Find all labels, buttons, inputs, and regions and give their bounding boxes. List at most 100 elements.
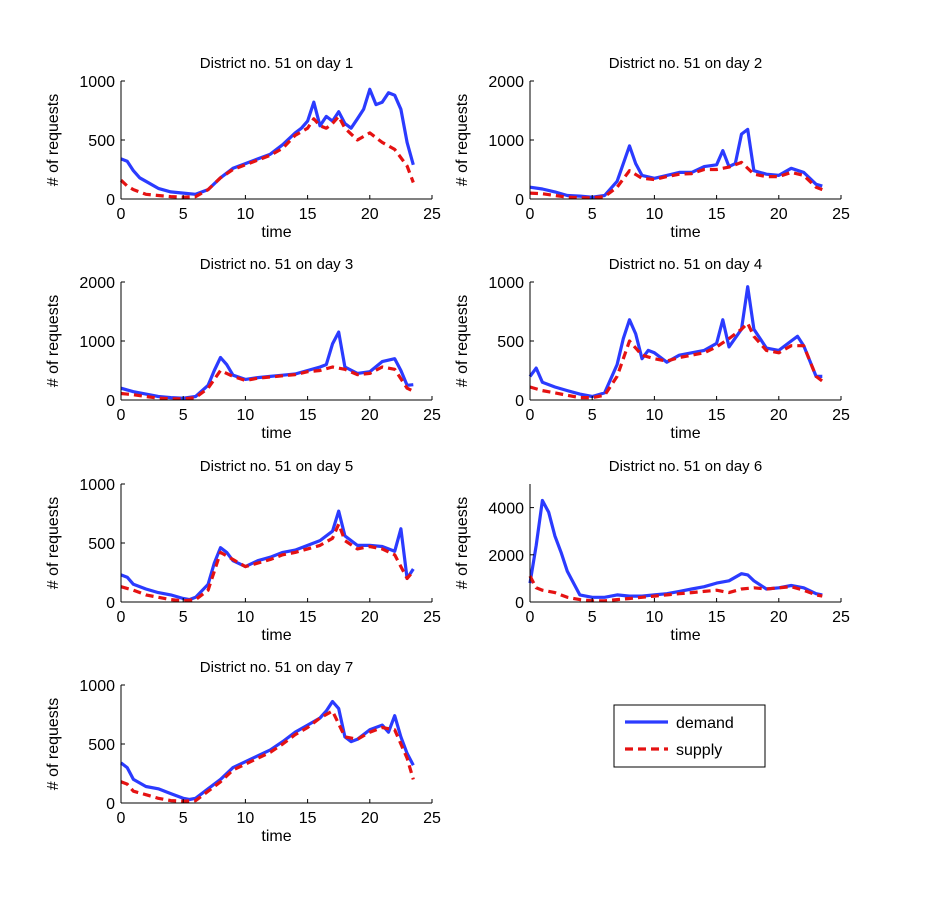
legend-supply-label: supply [676, 742, 722, 759]
subplot-day-6: 0 5 10 15 20 25 0 2000 4000 District no. 51 on da… [454, 458, 850, 644]
x-tick-label: 25 [832, 206, 850, 223]
series-supply-line [529, 160, 823, 200]
x-tick-label: 25 [423, 206, 441, 223]
y-axis-label: # of requests [45, 94, 62, 187]
x-tick-label: 15 [708, 206, 726, 223]
x-tick-label: 20 [361, 206, 379, 223]
x-tick-label: 0 [117, 810, 126, 827]
x-tick-label: 20 [361, 407, 379, 424]
subplot-day-5: 0 5 10 15 20 25 0 500 1000 District no. 51 on day… [45, 458, 441, 644]
y-axis-label: # of requests [45, 295, 62, 388]
x-tick-label: 25 [423, 609, 441, 626]
y-tick-label: 1000 [79, 678, 115, 695]
x-tick-label: 10 [646, 206, 664, 223]
x-tick-label: 0 [117, 609, 126, 626]
y-tick-label: 2000 [488, 548, 524, 565]
x-tick-label: 25 [423, 407, 441, 424]
x-tick-label: 15 [708, 407, 726, 424]
x-tick-label: 5 [588, 609, 597, 626]
x-tick-label: 25 [832, 609, 850, 626]
subplot-day-3: 0 5 10 15 20 25 0 1000 2000 District no. 51 on da… [45, 256, 441, 442]
x-tick-label: 0 [526, 407, 535, 424]
y-tick-label: 1000 [79, 477, 115, 494]
x-axis-label: time [670, 425, 700, 442]
y-axis-label: # of requests [454, 295, 471, 388]
y-tick-label: 0 [515, 595, 524, 612]
series-demand-line [120, 699, 415, 802]
x-tick-label: 5 [179, 407, 188, 424]
series-supply-line [529, 321, 824, 400]
x-tick-label: 20 [770, 206, 788, 223]
x-tick-label: 0 [117, 206, 126, 223]
series-demand-line [120, 87, 415, 196]
y-tick-label: 1000 [488, 275, 524, 292]
x-tick-label: 10 [237, 810, 255, 827]
y-tick-label: 0 [106, 796, 115, 813]
x-tick-label: 0 [526, 206, 535, 223]
subplot-title: District no. 51 on day 6 [609, 458, 762, 475]
y-tick-label: 4000 [488, 501, 524, 518]
subplot-title: District no. 51 on day 1 [200, 55, 353, 72]
x-tick-label: 10 [237, 407, 255, 424]
subplot-day-4: 0 5 10 15 20 25 0 500 1000 District no. 51 on day… [454, 256, 850, 442]
x-tick-label: 25 [423, 810, 441, 827]
y-tick-label: 0 [106, 192, 115, 209]
x-tick-label: 20 [770, 609, 788, 626]
y-tick-label: 1000 [79, 334, 115, 351]
x-tick-label: 5 [588, 407, 597, 424]
legend-box [613, 704, 766, 768]
x-axis-label: time [261, 224, 291, 241]
y-tick-label: 500 [88, 737, 115, 754]
subplot-day-2: 0 5 10 15 20 25 0 1000 2000 District no. 51 on da… [454, 55, 850, 241]
series-supply-line [119, 114, 415, 199]
y-tick-label: 0 [515, 192, 524, 209]
subplot-day-7: 0 5 10 15 20 25 0 500 1000 District no. 51 on day… [45, 659, 441, 845]
y-tick-label: 500 [88, 133, 115, 150]
y-tick-label: 1000 [79, 74, 115, 91]
y-tick-label: 2000 [488, 74, 524, 91]
x-tick-label: 10 [237, 609, 255, 626]
y-axis-label: # of requests [45, 698, 62, 791]
x-axis-label: time [670, 627, 700, 644]
y-tick-label: 0 [106, 393, 115, 410]
series-supply-line [120, 365, 414, 401]
y-tick-label: 2000 [79, 275, 115, 292]
x-tick-label: 10 [646, 609, 664, 626]
legend: demand supply [613, 704, 766, 768]
x-axis-label: time [261, 828, 291, 845]
x-axis-label: time [261, 425, 291, 442]
y-axis-label: # of requests [454, 94, 471, 187]
subplot-title: District no. 51 on day 7 [200, 659, 353, 676]
subplot-day-1: 0 5 10 15 20 25 0 500 1000 District no. 51 on day… [45, 55, 441, 241]
x-axis-label: time [670, 224, 700, 241]
series-supply-line [120, 709, 415, 803]
x-axis-label: time [261, 627, 291, 644]
y-tick-label: 500 [88, 536, 115, 553]
x-tick-label: 15 [299, 810, 317, 827]
legend-demand-label: demand [676, 715, 734, 732]
y-tick-label: 500 [497, 334, 524, 351]
x-tick-label: 5 [588, 206, 597, 223]
x-tick-label: 15 [299, 407, 317, 424]
x-tick-label: 10 [646, 407, 664, 424]
x-tick-label: 5 [179, 609, 188, 626]
y-tick-label: 0 [106, 595, 115, 612]
y-axis-label: # of requests [454, 497, 471, 590]
x-tick-label: 0 [117, 407, 126, 424]
x-tick-label: 20 [361, 609, 379, 626]
series-supply-line [120, 522, 415, 603]
x-tick-label: 5 [179, 206, 188, 223]
y-tick-label: 1000 [488, 133, 524, 150]
x-tick-label: 10 [237, 206, 255, 223]
x-tick-label: 15 [299, 609, 317, 626]
x-tick-label: 20 [770, 407, 788, 424]
subplot-title: District no. 51 on day 5 [200, 458, 353, 475]
x-tick-label: 20 [361, 810, 379, 827]
x-tick-label: 5 [179, 810, 188, 827]
subplot-title: District no. 51 on day 2 [609, 55, 762, 72]
y-axis-label: # of requests [45, 497, 62, 590]
y-tick-label: 0 [515, 393, 524, 410]
